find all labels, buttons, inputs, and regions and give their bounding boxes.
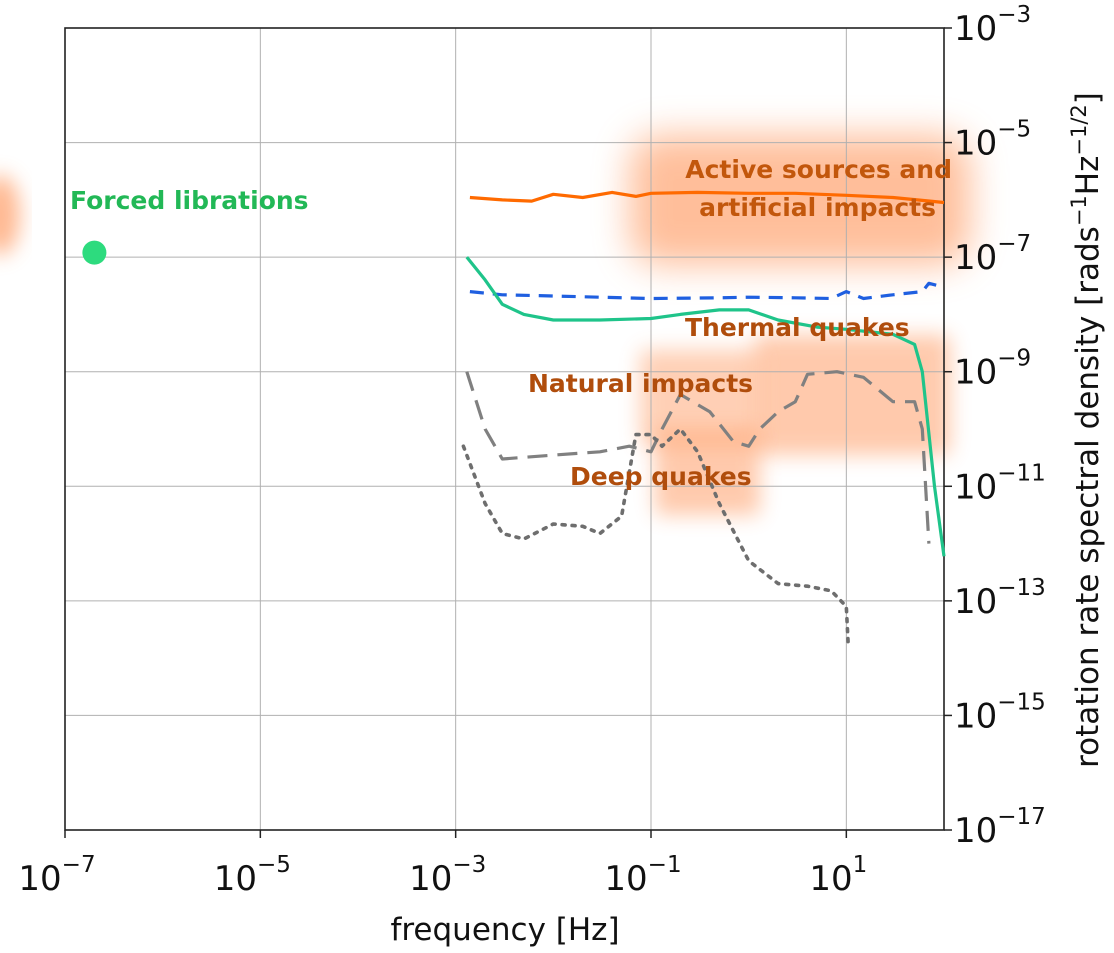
annotation-natural-impacts: Natural impacts (528, 369, 753, 398)
x-tick-label: 10−1 (604, 852, 681, 899)
y-tick-label: 10−11 (954, 460, 1046, 507)
y-tick-exp: −5 (997, 117, 1031, 143)
x-tick-base: 10 (214, 859, 257, 899)
y-axis-title-exp2: −1/2 (1067, 104, 1091, 155)
y-tick-label: 10−17 (954, 804, 1046, 851)
x-tick-label: 101 (809, 852, 867, 899)
y-tick-label: 10−13 (954, 575, 1046, 622)
series-line-0 (469, 190, 945, 205)
y-tick-label: 10−5 (954, 117, 1031, 164)
y-tick-label: 10−3 (954, 2, 1031, 49)
series-line-1 (469, 281, 945, 301)
y-tick-base: 10 (954, 467, 997, 507)
y-tick-label: 10−15 (954, 689, 1046, 736)
series-line-4 (461, 427, 851, 650)
annotations: Forced librations Active sources and art… (70, 155, 952, 491)
y-tick-exp: −11 (997, 460, 1046, 486)
y-tick-exp: −9 (997, 346, 1031, 372)
x-tick-exp: −7 (62, 852, 96, 878)
y-tick-base: 10 (954, 353, 997, 393)
y-tick-label: 10−7 (954, 231, 1031, 278)
x-tick-label: 10−5 (214, 852, 291, 899)
y-axis-title-end: ] (1070, 92, 1106, 104)
annotation-active-sources-line2: artificial impacts (699, 193, 936, 222)
region-active-sources (630, 135, 970, 265)
x-tick-base: 10 (18, 859, 61, 899)
annotation-active-sources-line1: Active sources and (685, 155, 952, 184)
series-line-2 (465, 256, 946, 557)
y-axis-title: rotation rate spectral density [rads−1Hz… (1067, 92, 1106, 768)
x-tick-exp: −1 (648, 852, 682, 878)
annotation-forced-librations: Forced librations (70, 186, 309, 215)
y-tick-base: 10 (954, 582, 997, 622)
region-left-edge (0, 175, 20, 255)
series-line-3 (465, 370, 931, 544)
y-tick-exp: −7 (997, 231, 1031, 257)
y-tick-exp: −3 (997, 2, 1031, 28)
y-tick-base: 10 (954, 9, 997, 49)
y-tick-base: 10 (954, 696, 997, 736)
y-tick-exp: −17 (997, 804, 1046, 830)
y-tick-base: 10 (954, 811, 997, 851)
x-tick-base: 10 (604, 859, 647, 899)
y-axis-title-hz: Hz (1070, 156, 1106, 196)
region-natural-impacts (640, 350, 760, 445)
y-axis-title-exp1: −1 (1067, 195, 1091, 226)
x-axis-title: frequency [Hz] (390, 912, 619, 948)
ticks: 10−7 10−5 10−3 10−1 10110−310−510−710−910−11… (18, 2, 1045, 899)
annotation-thermal-quakes: Thermal quakes (685, 313, 910, 342)
y-tick-base: 10 (954, 238, 997, 278)
annotation-deep-quakes: Deep quakes (570, 462, 752, 491)
x-tick-base: 10 (809, 859, 852, 899)
y-tick-exp: −15 (997, 689, 1046, 715)
region-deep-quakes (655, 430, 760, 515)
x-tick-label: 10−3 (409, 852, 486, 899)
x-tick-base: 10 (409, 859, 452, 899)
forced-librations-marker (82, 240, 107, 265)
y-tick-exp: −13 (997, 575, 1046, 601)
x-tick-exp: −3 (452, 852, 486, 878)
x-tick-exp: 1 (853, 852, 868, 878)
region-thermal-quakes (755, 335, 950, 455)
x-tick-label: 10−7 (18, 852, 95, 899)
x-tick-exp: −5 (257, 852, 291, 878)
series-layer (82, 190, 946, 650)
shaded-regions (0, 135, 970, 515)
plot-frame (64, 27, 945, 831)
y-tick-base: 10 (954, 124, 997, 164)
y-tick-label: 10−9 (954, 346, 1031, 393)
y-axis-title-main: rotation rate spectral density [rads (1070, 226, 1106, 768)
